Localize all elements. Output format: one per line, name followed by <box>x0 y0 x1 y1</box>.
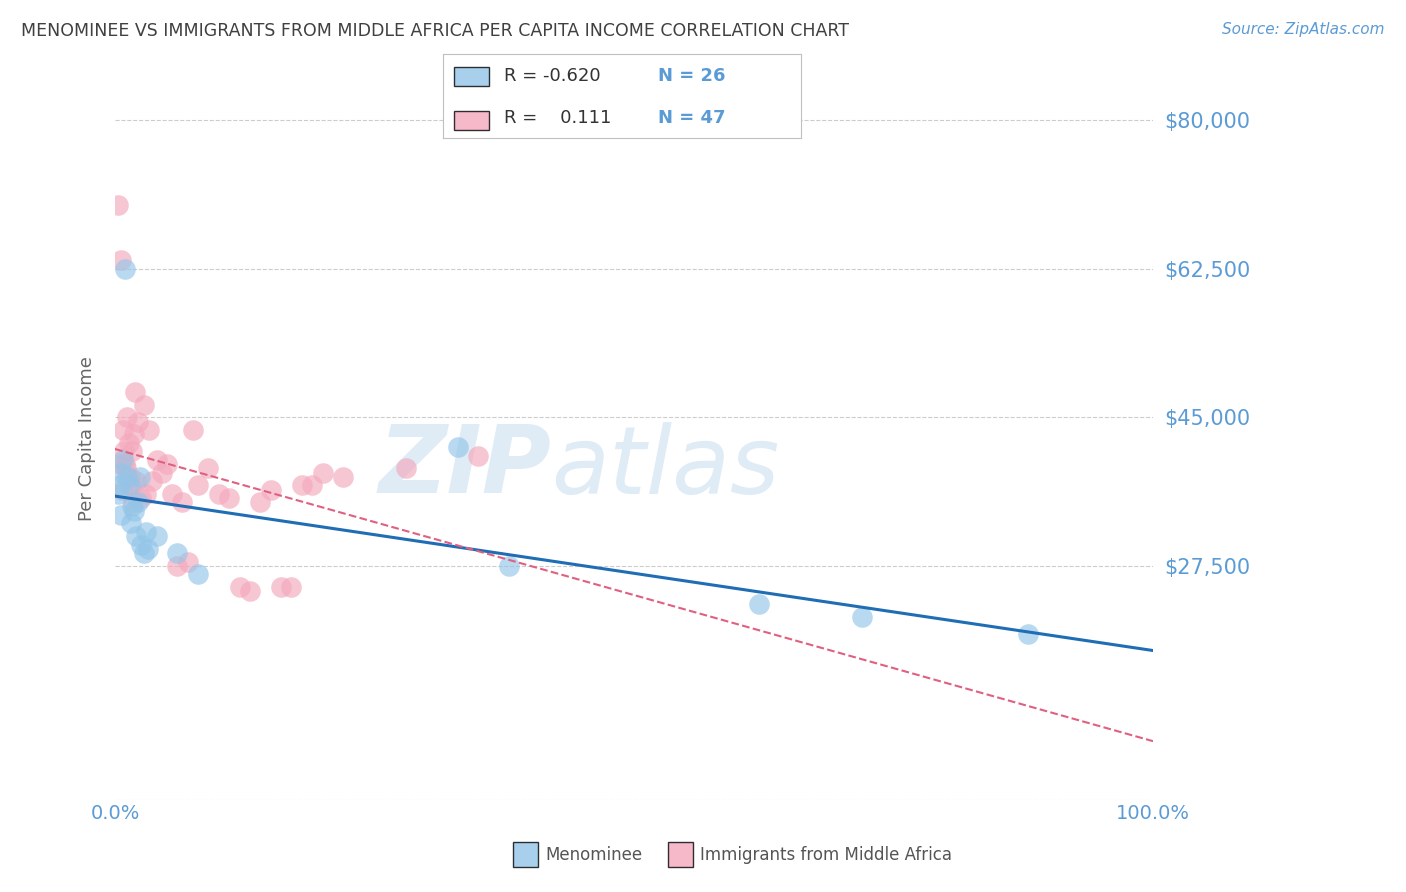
Point <box>120 478 142 492</box>
Point <box>145 452 167 467</box>
Point <box>122 427 145 442</box>
Point <box>851 610 873 624</box>
Point <box>141 474 163 488</box>
Text: atlas: atlas <box>551 422 779 513</box>
Text: N = 26: N = 26 <box>658 67 725 85</box>
Point <box>111 466 134 480</box>
FancyBboxPatch shape <box>454 112 489 130</box>
Point <box>395 461 418 475</box>
Point <box>187 567 209 582</box>
Point <box>446 440 468 454</box>
Point <box>114 457 136 471</box>
Point <box>129 538 152 552</box>
Point <box>107 487 129 501</box>
Point <box>311 466 333 480</box>
Point <box>132 398 155 412</box>
Point <box>467 449 489 463</box>
Point <box>111 483 134 497</box>
Point <box>117 469 139 483</box>
Point <box>110 508 132 522</box>
Point <box>136 541 159 556</box>
Point <box>280 580 302 594</box>
Point <box>748 597 770 611</box>
Point <box>156 457 179 471</box>
Point <box>115 461 138 475</box>
Text: R = -0.620: R = -0.620 <box>503 67 600 85</box>
Point <box>145 529 167 543</box>
Text: R =    0.111: R = 0.111 <box>503 110 612 128</box>
Point <box>114 261 136 276</box>
Point <box>132 546 155 560</box>
Point <box>166 546 188 560</box>
Point <box>291 478 314 492</box>
Point <box>166 558 188 573</box>
Point <box>150 466 173 480</box>
Point <box>160 487 183 501</box>
Point <box>125 474 148 488</box>
Point <box>172 495 194 509</box>
Point <box>249 495 271 509</box>
Point <box>118 469 141 483</box>
Text: Immigrants from Middle Africa: Immigrants from Middle Africa <box>700 846 952 863</box>
Point <box>135 524 157 539</box>
Point <box>129 469 152 483</box>
Point <box>127 415 149 429</box>
Point <box>124 384 146 399</box>
Point <box>112 444 135 458</box>
Point <box>122 504 145 518</box>
Point <box>135 487 157 501</box>
Text: Source: ZipAtlas.com: Source: ZipAtlas.com <box>1222 22 1385 37</box>
Point <box>218 491 240 505</box>
Point <box>108 478 131 492</box>
Point <box>117 435 139 450</box>
Point <box>197 461 219 475</box>
Point <box>498 558 520 573</box>
Point <box>270 580 292 594</box>
Point <box>121 500 143 514</box>
Text: MENOMINEE VS IMMIGRANTS FROM MIDDLE AFRICA PER CAPITA INCOME CORRELATION CHART: MENOMINEE VS IMMIGRANTS FROM MIDDLE AFRI… <box>21 22 849 40</box>
Text: ZIP: ZIP <box>378 421 551 514</box>
Point <box>301 478 323 492</box>
Point <box>108 457 131 471</box>
Point <box>112 423 135 437</box>
Point <box>107 198 129 212</box>
Point <box>332 469 354 483</box>
Point <box>117 478 139 492</box>
Y-axis label: Per Capita Income: Per Capita Income <box>79 356 96 521</box>
Point <box>1017 627 1039 641</box>
Point <box>239 584 262 599</box>
Point <box>110 253 132 268</box>
Point <box>181 423 204 437</box>
Point <box>138 423 160 437</box>
Point <box>125 529 148 543</box>
Point <box>260 483 283 497</box>
Point <box>208 487 231 501</box>
Point <box>228 580 250 594</box>
Text: Menominee: Menominee <box>546 846 643 863</box>
Point <box>117 410 139 425</box>
Point <box>176 555 198 569</box>
Point <box>112 452 135 467</box>
Point <box>120 516 142 531</box>
FancyBboxPatch shape <box>454 67 489 86</box>
Point <box>129 491 152 505</box>
Point <box>121 444 143 458</box>
Point <box>187 478 209 492</box>
Point <box>121 495 143 509</box>
Text: N = 47: N = 47 <box>658 110 725 128</box>
Point <box>127 495 149 509</box>
